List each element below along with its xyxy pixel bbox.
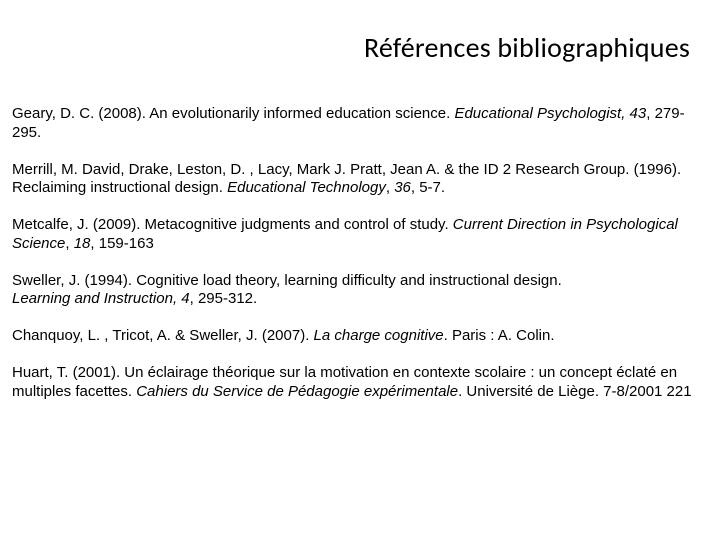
ref-italic: Educational Technology [227,179,386,196]
ref-text: . Université de Liège. 7-8/2001 221 [458,383,692,400]
ref-text: Sweller, J. (1994). Cognitive load theor… [12,272,562,289]
ref-italic: 18 [74,235,91,252]
ref-text: . Paris : A. Colin. [444,327,555,344]
ref-text: , 159-163 [90,235,153,252]
reference-entry: Huart, T. (2001). Un éclairage théorique… [12,364,708,402]
reference-entry: Chanquoy, L. , Tricot, A. & Sweller, J. … [12,327,708,346]
reference-entry: Merrill, M. David, Drake, Leston, D. , L… [12,161,708,199]
ref-italic: Learning and Instruction, 4 [12,290,190,307]
document-page: Références bibliographiques Geary, D. C.… [0,0,720,540]
ref-text: Metcalfe, J. (2009). Metacognitive judgm… [12,216,453,233]
ref-italic: Cahiers du Service de Pédagogie expérime… [136,383,458,400]
ref-text: Chanquoy, L. , Tricot, A. & Sweller, J. … [12,327,314,344]
ref-text: , 295-312. [190,290,258,307]
ref-text: , [65,235,73,252]
ref-italic: 36 [394,179,411,196]
ref-text: , [386,179,394,196]
ref-text: Geary, D. C. (2008). An evolutionarily i… [12,105,454,122]
reference-entry: Metcalfe, J. (2009). Metacognitive judgm… [12,216,708,254]
ref-italic: Educational Psychologist, 43 [454,105,646,122]
page-title: Références bibliographiques [12,30,708,65]
ref-italic: La charge cognitive [314,327,444,344]
reference-entry: Sweller, J. (1994). Cognitive load theor… [12,272,708,310]
ref-text: , 5-7. [411,179,445,196]
reference-entry: Geary, D. C. (2008). An evolutionarily i… [12,105,708,143]
